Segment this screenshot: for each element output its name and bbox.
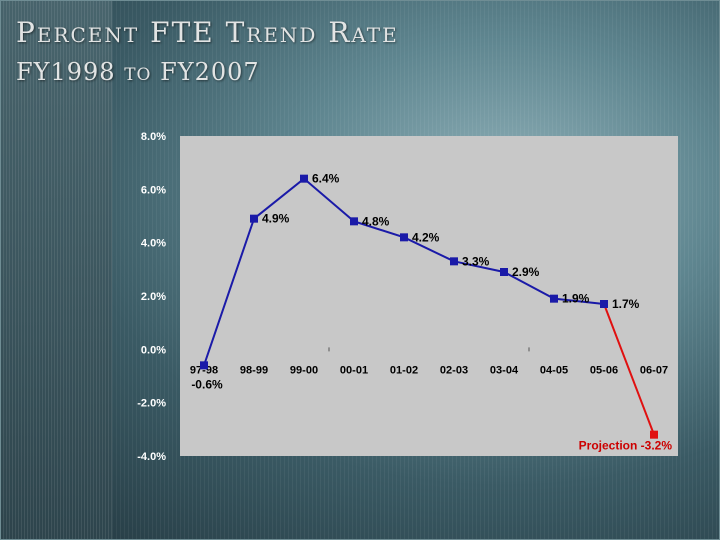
y-tick-label: 6.0% (141, 184, 166, 196)
data-point-marker (500, 268, 508, 276)
data-point-marker (200, 361, 208, 370)
x-tick-label: 02-03 (440, 364, 468, 376)
data-label: 3.3% (462, 254, 490, 268)
y-tick-label: 4.0% (141, 238, 166, 250)
slide-title: Percent FTE Trend Rate (16, 16, 399, 49)
x-tick-label: 97-98 (190, 364, 218, 376)
data-label: 2.9% (512, 265, 540, 279)
data-label: 4.2% (412, 230, 440, 244)
series-markers (200, 174, 658, 439)
x-tick-label: 03-04 (490, 364, 519, 376)
data-label: 6.4% (312, 172, 340, 186)
y-axis-tick-labels: 8.0% 6.0% 4.0% 2.0% 0.0% -2.0% -4.0% (137, 131, 166, 463)
data-label: -0.6% (191, 377, 223, 391)
data-point-marker (600, 300, 608, 308)
slide-subtitle: FY1998 to FY2007 (16, 58, 260, 86)
data-point-marker (450, 257, 458, 266)
x-tick-label: 06-07 (640, 364, 668, 376)
x-tick-label: 99-00 (290, 364, 318, 376)
data-label: 4.9% (262, 212, 290, 226)
x-tick-label: 98-99 (240, 364, 268, 376)
x-tick-label: 04-05 (540, 364, 568, 376)
projection-series-line (603, 303, 655, 436)
y-tick-label: -2.0% (137, 398, 166, 410)
background-stripe-panel (0, 0, 112, 540)
data-point-marker (250, 214, 258, 223)
projection-point-marker (650, 430, 658, 439)
plot-area (180, 136, 678, 456)
x-axis-tick-labels: 97-98 98-99 99-00 00-01 01-02 02-03 03-04 04-05… (190, 347, 668, 376)
x-tick-label: 01-02 (390, 364, 418, 376)
y-tick-label: -4.0% (137, 451, 166, 463)
data-point-marker (400, 233, 408, 242)
data-label: 1.9% (562, 292, 590, 306)
data-label: 1.7% (612, 297, 640, 311)
data-point-marker (550, 294, 558, 303)
x-tick-label: 00-01 (340, 364, 368, 376)
data-point-marker (300, 174, 308, 183)
projection-data-label: Projection -3.2% (579, 439, 673, 453)
x-tick-label: 05-06 (590, 364, 618, 376)
y-tick-label: 0.0% (141, 344, 166, 356)
y-tick-label: 8.0% (141, 131, 166, 143)
data-label: 4.8% (362, 214, 390, 228)
y-tick-label: 2.0% (141, 291, 166, 303)
data-labels: -0.6% 4.9% 6.4% 4.8% 4.2% 3.3% 2.9% 1.9% 1.7% Pro… (191, 172, 672, 453)
data-point-marker (350, 217, 358, 226)
